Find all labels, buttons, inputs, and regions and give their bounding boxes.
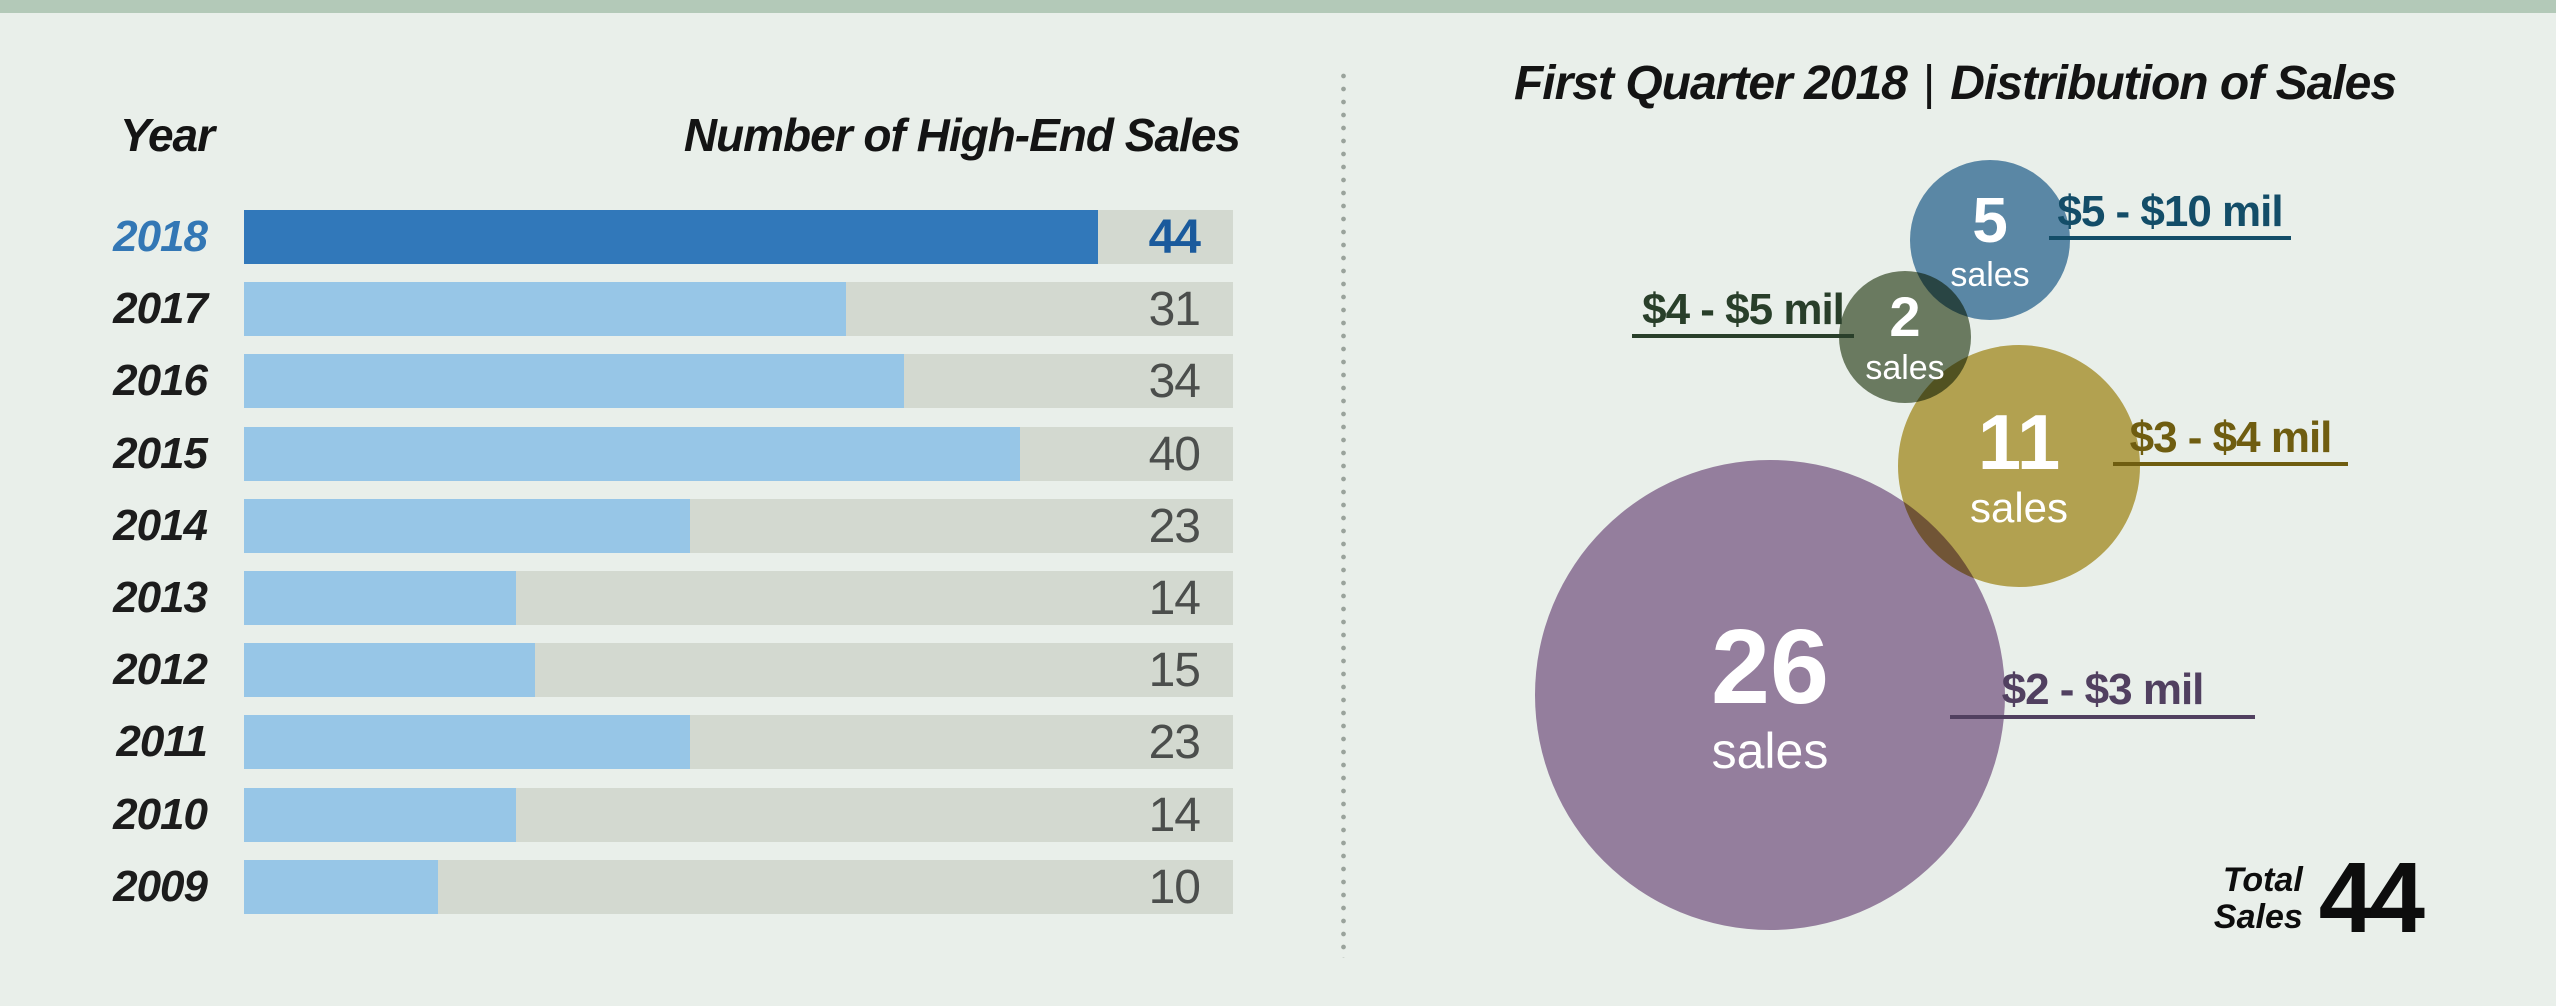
year-label: 2009 (113, 862, 208, 911)
bar-chart-headers: Year Number of High-End Sales (120, 108, 1241, 162)
leader-line-1 (2049, 236, 2291, 240)
year-label: 2015 (113, 429, 208, 478)
bar-value-label: 23 (1148, 500, 1201, 553)
bar-fill (244, 571, 516, 625)
bar-value-label: 14 (1148, 572, 1201, 625)
total-sales-value: 44 (2318, 842, 2425, 954)
bar-fill (244, 499, 690, 553)
bar-value-label: 44 (1148, 211, 1201, 264)
bar-row-2009: 2009 10 (0, 860, 1233, 914)
total-sales-label: Total Sales (2214, 862, 2303, 935)
bar-value-label: 23 (1148, 716, 1201, 769)
year-label: 2016 (113, 356, 208, 405)
title-distribution: Distribution of Sales (1950, 57, 2397, 110)
bar-value-label: 31 (1148, 283, 1201, 336)
total-sales-block: Total Sales 44 (2150, 842, 2425, 954)
bar-track: 23 (244, 499, 1233, 553)
bar-fill (244, 788, 516, 842)
bar-value-label: 10 (1148, 861, 1201, 914)
bar-track: 40 (244, 427, 1233, 481)
bar-value-label: 34 (1148, 355, 1201, 408)
leader-line-3 (2113, 462, 2348, 466)
year-label: 2012 (113, 645, 208, 694)
bar-track: 23 (244, 715, 1233, 769)
bar-row-2012: 2012 15 (0, 643, 1233, 697)
bar-fill (244, 643, 535, 697)
bar-track: 14 (244, 788, 1233, 842)
bar-row-2011: 2011 23 (0, 715, 1233, 769)
bar-row-2018: 2018 44 (0, 210, 1233, 264)
title-quarter: First Quarter 2018 (1513, 57, 1908, 110)
year-label: 2018 (113, 212, 208, 261)
bar-value-label: 40 (1148, 428, 1201, 481)
bar-value-label: 15 (1148, 644, 1201, 697)
bar-row-2017: 2017 31 (0, 282, 1233, 336)
bar-track: 15 (244, 643, 1233, 697)
bubble-26-sales (1535, 460, 2005, 930)
bar-fill (244, 427, 1020, 481)
year-label: 2010 (113, 790, 208, 839)
bar-row-2015: 2015 40 (0, 427, 1233, 481)
sales-column-header: Number of High-End Sales (683, 109, 1241, 161)
bar-fill (244, 210, 1098, 264)
leader-line-4 (1950, 715, 2255, 719)
bar-fill (244, 860, 438, 914)
year-label: 2013 (113, 573, 208, 622)
bar-fill (244, 715, 690, 769)
range-label: $2 - $3 mil (2001, 665, 2205, 714)
range-label: $3 - $4 mil (2129, 413, 2333, 462)
bar-track: 34 (244, 354, 1233, 408)
year-column-header: Year (120, 109, 215, 161)
title-separator: | (1922, 57, 1935, 110)
bar-row-2013: 2013 14 (0, 571, 1233, 625)
bar-track: 44 (244, 210, 1233, 264)
year-label: 2011 (116, 717, 208, 766)
bar-row-2016: 2016 34 (0, 354, 1233, 408)
bar-track: 14 (244, 571, 1233, 625)
bar-track: 31 (244, 282, 1233, 336)
leader-line-2 (1632, 334, 1854, 338)
bar-row-2010: 2010 14 (0, 788, 1233, 842)
bar-track: 10 (244, 860, 1233, 914)
range-label: $4 - $5 mil (1642, 285, 1845, 334)
bar-fill (244, 282, 846, 336)
dotted-divider (1341, 70, 1346, 958)
total-label-line1: Total (2222, 860, 2303, 899)
bar-row-2014: 2014 23 (0, 499, 1233, 553)
bar-fill (244, 354, 904, 408)
year-label: 2014 (113, 501, 208, 550)
total-label-line2: Sales (2213, 897, 2303, 936)
bar-value-label: 14 (1148, 789, 1201, 842)
year-label: 2017 (113, 284, 208, 333)
top-accent-strip (0, 0, 2556, 13)
bubble-chart-title: First Quarter 2018 | Distribution of Sales (1400, 56, 2510, 111)
range-label: $5 - $10 mil (2057, 187, 2283, 236)
